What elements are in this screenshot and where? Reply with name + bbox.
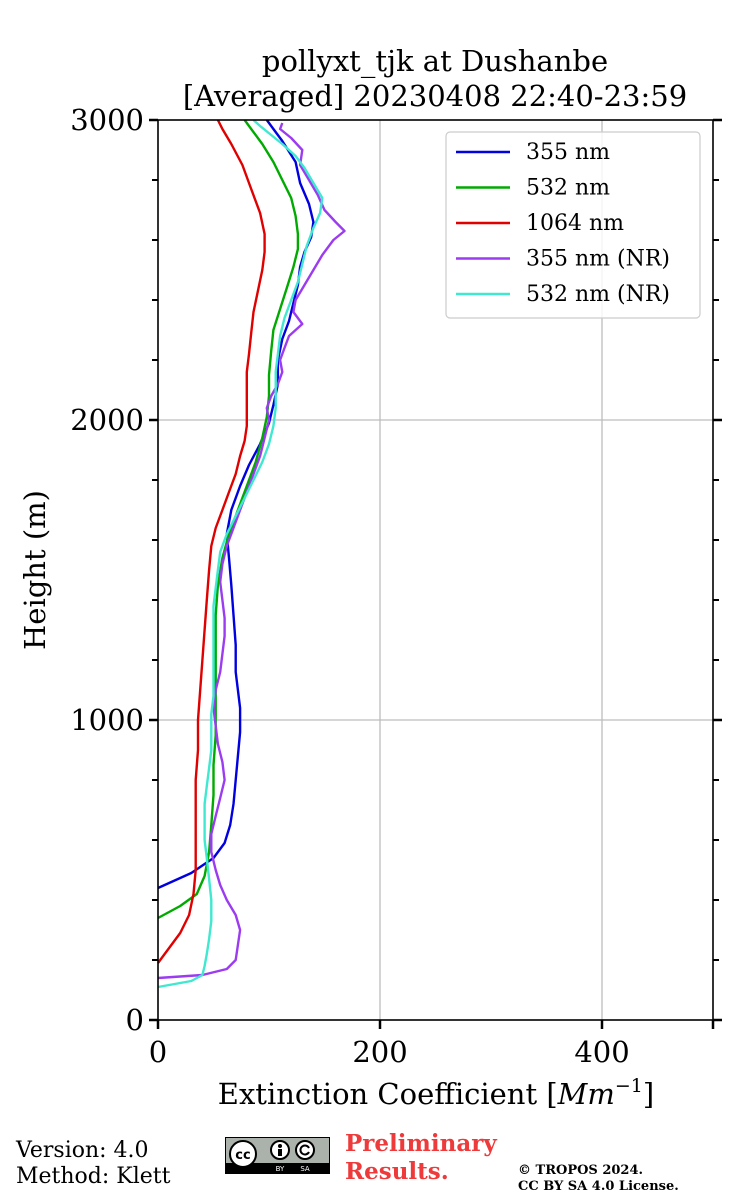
x-axis-label: Extinction Coefficient [Mm−1] xyxy=(218,1075,654,1111)
legend-label: 355 nm (NR) xyxy=(526,247,670,272)
series-line xyxy=(157,119,324,989)
y-tick-label: 3000 xyxy=(70,103,144,137)
plot-frame xyxy=(157,119,714,1021)
y-tick-label: 1000 xyxy=(70,703,144,737)
legend-label: 532 nm xyxy=(526,176,610,201)
cc-icon-text: cc xyxy=(235,1148,250,1163)
series-line xyxy=(157,122,346,980)
series-line xyxy=(157,119,300,920)
x-tick-label: 0 xyxy=(149,1035,167,1069)
y-axis-label: Height (m) xyxy=(18,490,52,650)
legend: 355 nm 532 nm 1064 nm 355 nm (NR) 532 nm (NR… xyxy=(445,131,701,319)
series-group xyxy=(157,119,346,989)
copyright-line1: © TROPOS 2024. xyxy=(518,1163,644,1178)
preliminary-line2: Results. xyxy=(345,1158,449,1185)
copyright-note: © TROPOS 2024. CC BY SA 4.0 License. xyxy=(518,1163,679,1195)
y-tick-label: 0 xyxy=(126,1003,144,1037)
chart-title: pollyxt_tjk at Dushanbe xyxy=(262,44,608,79)
chart-subtitle: [Averaged] 20230408 22:40-23:59 xyxy=(183,79,687,113)
sa-icon-arrow xyxy=(299,1144,310,1156)
cc-license-badge: cc BY SA xyxy=(225,1137,330,1174)
legend-box xyxy=(445,131,701,319)
sa-label: SA xyxy=(300,1165,310,1173)
copyright-line2: CC BY SA 4.0 License. xyxy=(518,1179,679,1194)
series-line xyxy=(157,119,266,964)
version-text: Version: 4.0 xyxy=(16,1138,149,1163)
by-icon-body xyxy=(278,1149,282,1156)
cc-icon xyxy=(229,1140,257,1168)
x-tick-label: 200 xyxy=(352,1035,407,1069)
sa-icon xyxy=(295,1140,315,1160)
by-icon-head xyxy=(278,1144,282,1148)
by-label: BY xyxy=(276,1165,285,1173)
axis-ticks: 0 200 400 0 1000 2000 3000 xyxy=(70,103,722,1069)
legend-label: 532 nm (NR) xyxy=(526,282,670,307)
method-text: Method: Klett xyxy=(16,1164,171,1189)
legend-label: 1064 nm xyxy=(526,211,624,236)
legend-label: 355 nm xyxy=(526,140,610,165)
preliminary-line1: Preliminary xyxy=(345,1130,497,1157)
series-line xyxy=(157,119,315,890)
x-tick-label: 400 xyxy=(574,1035,629,1069)
version-info: Version: 4.0 Method: Klett xyxy=(16,1138,170,1190)
y-tick-label: 2000 xyxy=(70,403,144,437)
preliminary-note: Preliminary Results. xyxy=(345,1130,497,1186)
